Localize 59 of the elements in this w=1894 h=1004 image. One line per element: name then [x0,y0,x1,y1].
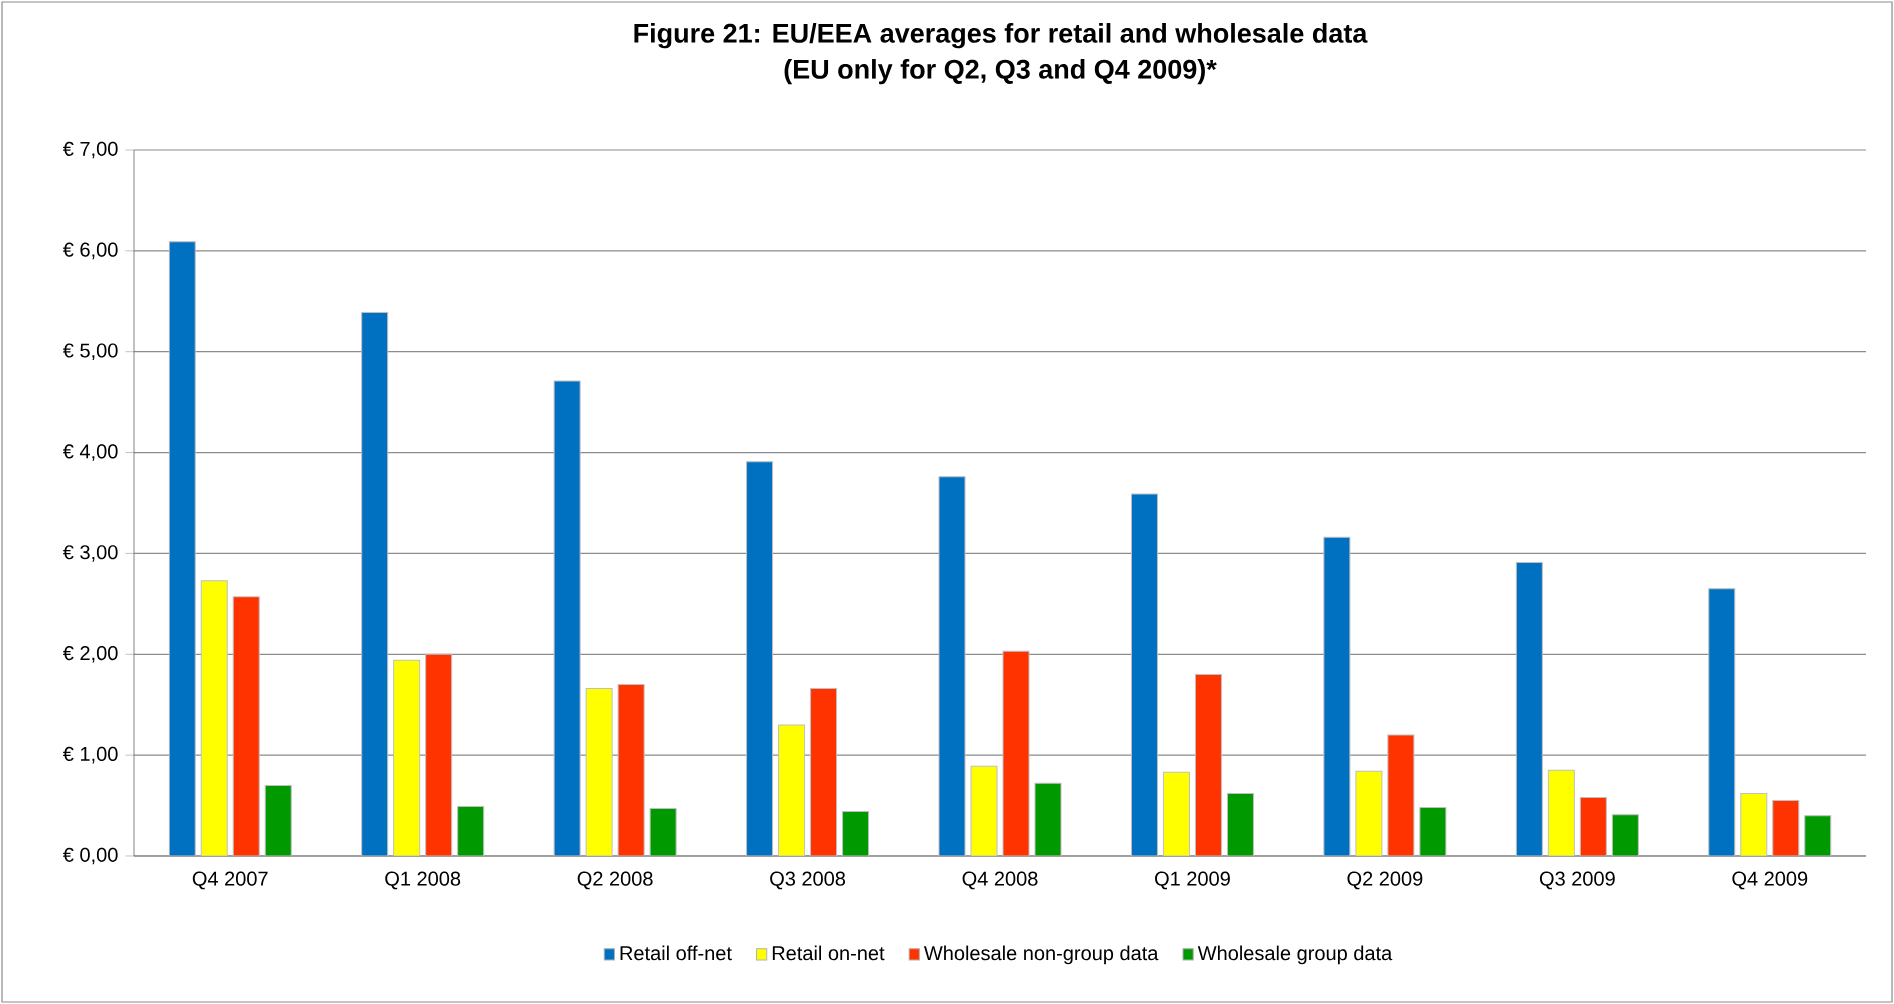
legend-label: Retail on-net [772,945,885,961]
bar [938,476,966,856]
bar [264,784,292,856]
bar [585,688,613,856]
bar [1611,814,1639,856]
y-tick-label: € 4,00 [62,444,118,461]
legend-label: Retail off-net [620,945,732,961]
bar [1130,493,1158,856]
bar [393,659,421,856]
x-tick-label: Q1 2008 [385,871,461,890]
bar [168,241,196,856]
y-tick-label: € 0,00 [62,847,118,865]
bar [1034,782,1062,856]
x-tick-label: Q1 2009 [1155,871,1230,890]
chart-subtitle: (EU only for Q2, Q3 and Q4 2009)* [784,59,1217,85]
bar [1323,536,1351,856]
bar [1579,796,1607,856]
bar [457,806,485,856]
legend-label: Wholesale group data [1197,945,1393,965]
y-tick-label: € 2,00 [62,646,118,663]
bar [1515,562,1543,856]
bar [425,653,453,856]
bar [1002,650,1030,856]
y-tick-label: € 7,00 [62,141,118,159]
bar [1419,807,1447,856]
x-tick-label: Q3 2009 [1539,871,1615,890]
y-tick-label: € 5,00 [62,343,118,360]
x-tick-label: Q4 2007 [192,871,268,890]
bar [649,808,677,856]
x-tick-label: Q4 2008 [962,871,1038,890]
legend-label: Wholesale non-group data [923,945,1159,965]
bar [1804,815,1832,856]
bar [232,596,260,856]
bar [200,580,228,856]
bar [1226,792,1254,856]
bar [1355,770,1383,856]
bar [1387,734,1415,856]
y-tick-label: € 6,00 [62,242,118,260]
bar [1740,792,1768,856]
bar [1194,673,1222,856]
bar [810,688,838,856]
bar [1708,588,1736,856]
x-tick-label: Q2 2009 [1347,871,1423,890]
y-tick-label: € 1,00 [62,746,118,764]
bar [1547,769,1575,856]
bar [617,684,645,856]
bar [746,461,774,856]
y-tick-label: € 3,00 [62,545,118,562]
bar [1162,771,1190,856]
bar [970,765,998,856]
chart-title: Figure 21: EU/EEA averages for retail and wholesale data [634,23,1368,49]
x-tick-label: Q2 2008 [577,871,653,890]
bar [553,380,581,856]
bar [842,811,870,856]
x-tick-label: Q4 2009 [1732,871,1808,890]
x-tick-label: Q3 2008 [770,871,846,890]
bar [361,311,389,856]
bar [778,724,806,856]
bar [1772,800,1800,856]
